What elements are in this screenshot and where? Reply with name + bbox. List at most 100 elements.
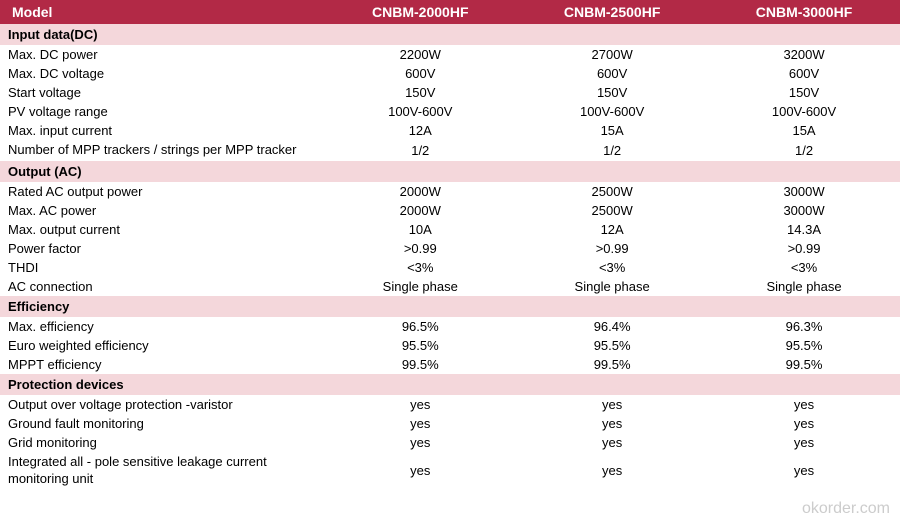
header-col2: CNBM-2500HF — [516, 0, 708, 24]
table-row: Power factor >0.99 >0.99 >0.99 — [0, 239, 900, 258]
section-input: Input data(DC) — [0, 24, 900, 45]
row-label: Grid monitoring — [0, 433, 324, 452]
row-label: Max. DC voltage — [0, 64, 324, 83]
row-value: 2200W — [324, 45, 516, 64]
table-row: Grid monitoring yes yes yes — [0, 433, 900, 452]
row-value: 1/2 — [708, 140, 900, 161]
row-label: THDI — [0, 258, 324, 277]
row-value: 96.3% — [708, 317, 900, 336]
spec-table: Model CNBM-2000HF CNBM-2500HF CNBM-3000H… — [0, 0, 900, 490]
row-value: yes — [516, 452, 708, 490]
row-label: Max. AC power — [0, 201, 324, 220]
row-value: yes — [708, 395, 900, 414]
table-row: Output over voltage protection -varistor… — [0, 395, 900, 414]
row-value: 99.5% — [708, 355, 900, 374]
table-row: Max. DC power 2200W 2700W 3200W — [0, 45, 900, 64]
row-value: 14.3A — [708, 220, 900, 239]
section-output-label: Output (AC) — [0, 161, 900, 182]
table-row: Max. efficiency 96.5% 96.4% 96.3% — [0, 317, 900, 336]
row-label: Max. efficiency — [0, 317, 324, 336]
row-value: 99.5% — [324, 355, 516, 374]
row-value: 12A — [324, 121, 516, 140]
row-value: yes — [708, 452, 900, 490]
table-row: Max. DC voltage 600V 600V 600V — [0, 64, 900, 83]
table-header-row: Model CNBM-2000HF CNBM-2500HF CNBM-3000H… — [0, 0, 900, 24]
row-value: 600V — [708, 64, 900, 83]
row-value: 2000W — [324, 182, 516, 201]
row-label: Power factor — [0, 239, 324, 258]
table-row: Start voltage 150V 150V 150V — [0, 83, 900, 102]
row-value: 150V — [516, 83, 708, 102]
table-row: Ground fault monitoring yes yes yes — [0, 414, 900, 433]
row-label: Start voltage — [0, 83, 324, 102]
row-value: yes — [324, 452, 516, 490]
section-efficiency: Efficiency — [0, 296, 900, 317]
header-model: Model — [0, 0, 324, 24]
row-value: 100V-600V — [324, 102, 516, 121]
row-value: 95.5% — [324, 336, 516, 355]
row-value: >0.99 — [324, 239, 516, 258]
row-value: 15A — [708, 121, 900, 140]
row-value: 600V — [324, 64, 516, 83]
row-label: MPPT efficiency — [0, 355, 324, 374]
row-value: yes — [708, 414, 900, 433]
row-value: yes — [516, 395, 708, 414]
row-value: 15A — [516, 121, 708, 140]
section-protection: Protection devices — [0, 374, 900, 395]
table-row: Max. output current 10A 12A 14.3A — [0, 220, 900, 239]
row-label: Output over voltage protection -varistor — [0, 395, 324, 414]
row-label: Rated AC output power — [0, 182, 324, 201]
table-row: THDI <3% <3% <3% — [0, 258, 900, 277]
row-value: 150V — [708, 83, 900, 102]
row-value: <3% — [516, 258, 708, 277]
table-row: PV voltage range 100V-600V 100V-600V 100… — [0, 102, 900, 121]
table-row: Integrated all - pole sensitive leakage … — [0, 452, 900, 490]
row-value: 3200W — [708, 45, 900, 64]
row-value: Single phase — [708, 277, 900, 296]
row-value: <3% — [324, 258, 516, 277]
table-row: AC connection Single phase Single phase … — [0, 277, 900, 296]
row-value: yes — [324, 433, 516, 452]
table-row: Max. AC power 2000W 2500W 3000W — [0, 201, 900, 220]
table-row: Euro weighted efficiency 95.5% 95.5% 95.… — [0, 336, 900, 355]
row-value: 3000W — [708, 182, 900, 201]
row-value: 95.5% — [516, 336, 708, 355]
row-value: 96.4% — [516, 317, 708, 336]
row-value: 96.5% — [324, 317, 516, 336]
table-row: Max. input current 12A 15A 15A — [0, 121, 900, 140]
row-value: 1/2 — [516, 140, 708, 161]
section-protection-label: Protection devices — [0, 374, 900, 395]
section-input-label: Input data(DC) — [0, 24, 900, 45]
header-col1: CNBM-2000HF — [324, 0, 516, 24]
row-label: Integrated all - pole sensitive leakage … — [0, 452, 324, 490]
table-row: Rated AC output power 2000W 2500W 3000W — [0, 182, 900, 201]
row-value: 100V-600V — [708, 102, 900, 121]
row-label: PV voltage range — [0, 102, 324, 121]
row-value: 100V-600V — [516, 102, 708, 121]
row-label: Max. input current — [0, 121, 324, 140]
row-value: 600V — [516, 64, 708, 83]
section-efficiency-label: Efficiency — [0, 296, 900, 317]
row-value: yes — [708, 433, 900, 452]
row-value: 150V — [324, 83, 516, 102]
table-row: MPPT efficiency 99.5% 99.5% 99.5% — [0, 355, 900, 374]
row-value: Single phase — [324, 277, 516, 296]
section-output: Output (AC) — [0, 161, 900, 182]
row-value: 95.5% — [708, 336, 900, 355]
row-value: 99.5% — [516, 355, 708, 374]
row-label: Ground fault monitoring — [0, 414, 324, 433]
row-value: 3000W — [708, 201, 900, 220]
row-value: 2700W — [516, 45, 708, 64]
row-value: Single phase — [516, 277, 708, 296]
row-value: 1/2 — [324, 140, 516, 161]
row-value: 12A — [516, 220, 708, 239]
row-value: yes — [324, 414, 516, 433]
row-value: >0.99 — [516, 239, 708, 258]
row-value: yes — [516, 414, 708, 433]
table-row: Number of MPP trackers / strings per MPP… — [0, 140, 900, 161]
row-value: yes — [516, 433, 708, 452]
watermark: okorder.com — [802, 500, 890, 518]
row-value: 2000W — [324, 201, 516, 220]
row-label: AC connection — [0, 277, 324, 296]
row-label: Euro weighted efficiency — [0, 336, 324, 355]
